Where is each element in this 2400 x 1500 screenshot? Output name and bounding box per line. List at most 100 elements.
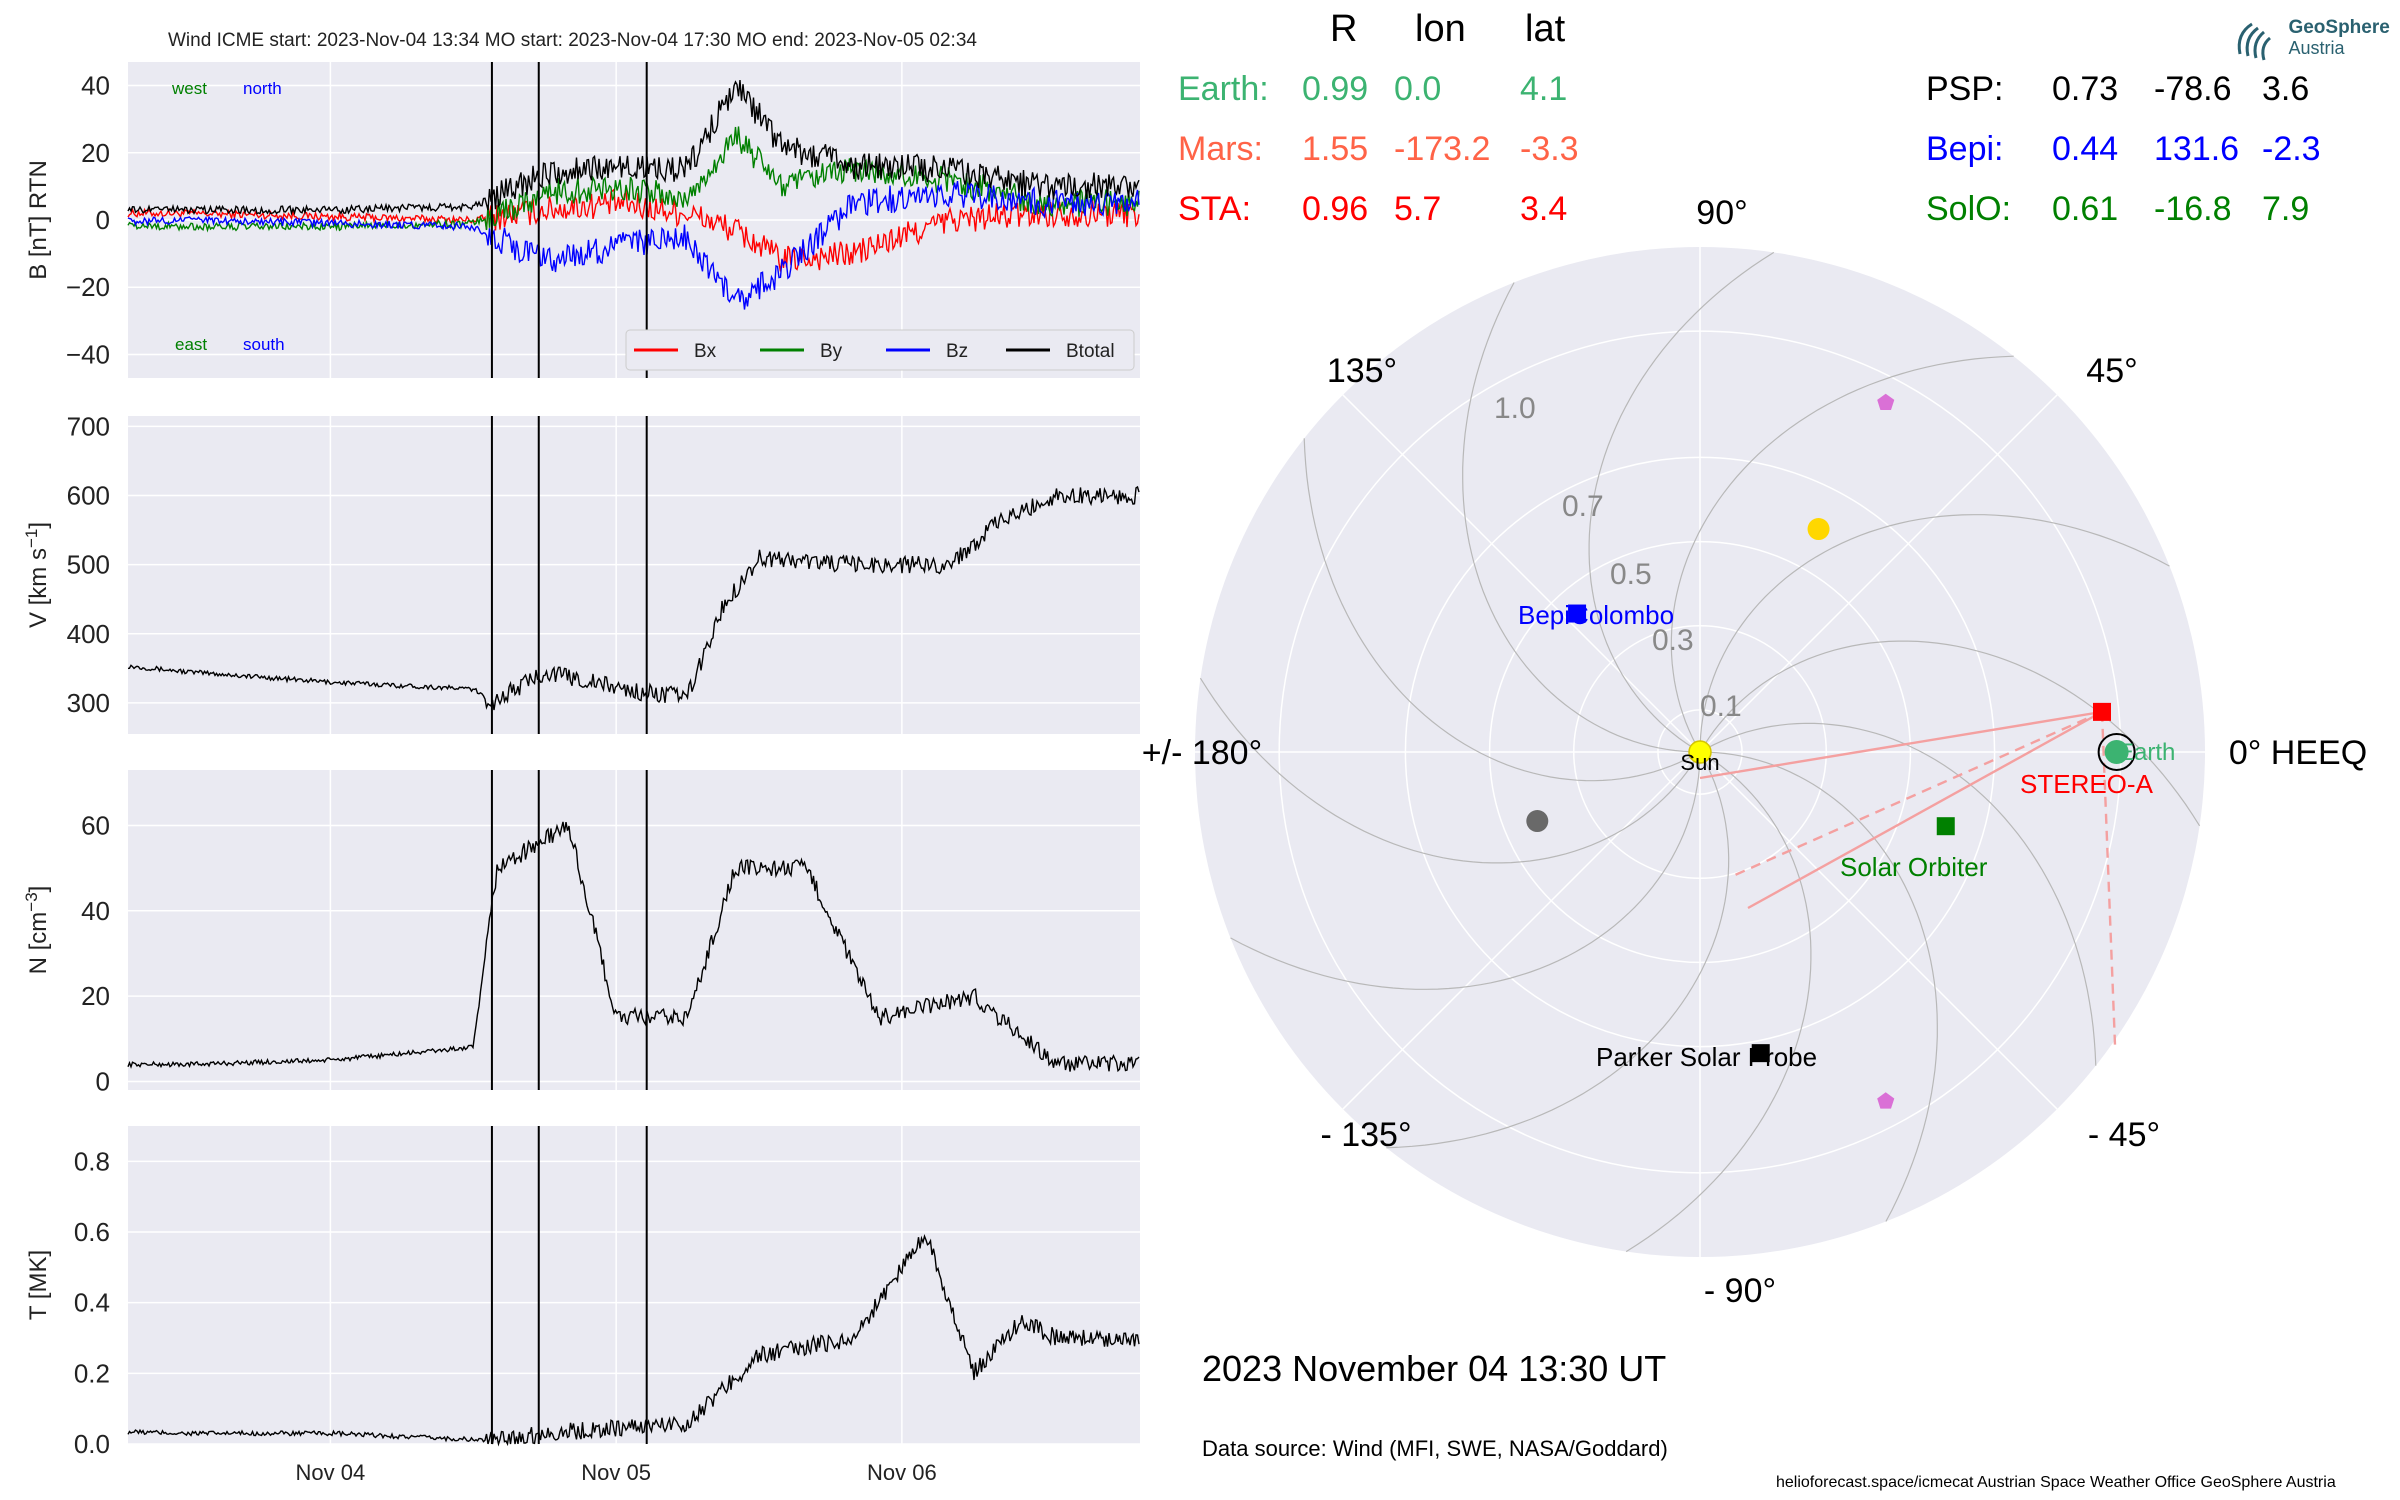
x-tick-label: Nov 05 [581, 1460, 651, 1485]
parker-spiral-line [1303, 438, 1701, 782]
table-left-name: Earth: [1178, 70, 1269, 108]
parker-spiral-line [1699, 514, 2170, 753]
series-line-data [127, 1234, 1140, 1447]
series-line-by [127, 126, 1140, 233]
unlabeled-marker [1526, 810, 1549, 833]
radial-tick-label: 0.1 [1700, 690, 1742, 723]
bepicolombo-label: BepiColombo [1518, 600, 1674, 630]
polar-background [1195, 247, 2205, 1257]
angular-grid-line [1699, 394, 2058, 753]
radial-tick-label: 0.3 [1652, 624, 1694, 657]
table-right-lat: -2.3 [2262, 130, 2321, 168]
table-left-r: 0.99 [1302, 70, 1369, 108]
series-line-bz [127, 180, 1140, 310]
y-tick-label: 0.4 [74, 1288, 110, 1318]
table-right-r: 0.61 [2052, 190, 2119, 228]
annotation-north: north [243, 79, 282, 98]
parker-spiral-line [1625, 751, 1812, 1253]
y-tick-label: 700 [67, 411, 110, 441]
y-tick-label: 400 [67, 619, 110, 649]
y-tick-label: 20 [81, 138, 110, 168]
y-tick-label: 300 [67, 688, 110, 718]
panel-background [128, 1126, 1140, 1444]
earth-ring [2097, 733, 2136, 771]
logo-line1: GeoSphere [2288, 17, 2390, 38]
parker-solar-probe-marker [1751, 1044, 1770, 1063]
y-tick-label: −20 [66, 272, 110, 302]
y-tick-label: 0.8 [74, 1146, 110, 1176]
parker-spiral-line [1699, 751, 1938, 1222]
angle-label: - 45° [2088, 1116, 2160, 1154]
angle-label: - 135° [1320, 1116, 1411, 1154]
table-right-name: PSP: [1926, 70, 2004, 108]
panel-background [128, 416, 1140, 734]
legend-entry: Bz [946, 341, 968, 362]
parker-spiral-line [1199, 677, 1701, 864]
table-right-lon: -16.8 [2154, 190, 2232, 228]
logo-line2: Austria [2288, 38, 2345, 58]
radial-grid-ring [1657, 709, 1743, 795]
date-label: 2023 November 04 13:30 UT [1202, 1348, 1667, 1389]
y-tick-label: 20 [81, 981, 110, 1011]
radial-tick-label: 0.5 [1610, 558, 1652, 591]
angle-label: - 90° [1704, 1272, 1776, 1310]
panel-3: 0.0 0.2 0.4 0.6 0.8 Nov 04 Nov 05 Nov 06 T [MK] [25, 1126, 1140, 1485]
legend-entry: By [820, 341, 843, 362]
data-source: Data source: Wind (MFI, SWE, NASA/Goddar… [1202, 1436, 1668, 1461]
solar-orbiter-marker [1936, 817, 1955, 836]
unlabeled-marker [1807, 518, 1830, 541]
table-right-lat: 3.6 [2262, 70, 2310, 108]
connection-line [1747, 710, 2103, 910]
chart-header-title: Wind ICME start: 2023-Nov-04 13:34 MO st… [168, 30, 977, 51]
y-tick-label: 0.6 [74, 1217, 110, 1247]
angular-grid-line [1342, 751, 1701, 1110]
stereo-label: STEREO-A [2020, 769, 2154, 799]
parker-spiral-line [1670, 355, 2014, 753]
table-left-lon: 0.0 [1394, 70, 1442, 108]
y-tick-label: 40 [81, 71, 110, 101]
annotation-south: south [243, 335, 285, 354]
table-header-lon: lon [1415, 8, 1466, 50]
y-axis-label: B [nT] RTN [25, 160, 52, 280]
series-line-data [127, 485, 1140, 711]
y-tick-label: 0.0 [74, 1429, 110, 1459]
radial-tick-label: 1.0 [1494, 392, 1536, 425]
panel-background [128, 770, 1140, 1090]
radial-grid-ring [1488, 540, 1912, 964]
table-right-name: Bepi: [1926, 130, 2004, 168]
footer-credits: helioforecast.space/icmecat Austrian Spa… [1776, 1474, 2336, 1491]
x-tick-label: Nov 06 [867, 1460, 937, 1485]
table-left-name: Mars: [1178, 130, 1263, 168]
parker-spiral-line [1699, 722, 2097, 1066]
sun-marker [1689, 741, 1711, 763]
y-tick-label: 60 [81, 810, 110, 840]
solar-orbiter-label: Solar Orbiter [1840, 852, 1988, 882]
parker-spiral-line [1588, 251, 1775, 753]
table-left-lat: 3.4 [1520, 190, 1568, 228]
y-tick-label: 0 [96, 205, 110, 235]
panel-0: −40 −20 0 20 40 B [nT] RTN west north east south B… [25, 62, 1140, 378]
y-tick-label: 600 [67, 481, 110, 511]
table-right-lon: 131.6 [2154, 130, 2240, 168]
annotation-east: east [175, 335, 207, 354]
legend-box [625, 329, 1135, 371]
angle-label: 90° [1696, 194, 1747, 232]
angle-label: 0° HEEQ [2229, 734, 2367, 772]
parker-spiral-line [1386, 751, 1730, 1149]
table-right-name: SolO: [1926, 190, 2012, 228]
connection-line [1734, 710, 2103, 877]
table-left-name: STA: [1178, 190, 1252, 228]
series-line-btotal [127, 80, 1140, 216]
x-tick-label: Nov 04 [296, 1460, 366, 1485]
table-header-lat: lat [1525, 8, 1566, 50]
series-line-bx [127, 187, 1140, 272]
angle-label: 45° [2086, 352, 2137, 390]
legend-entry: Btotal [1066, 341, 1115, 362]
geosphere-logo-icon [2237, 22, 2271, 61]
y-tick-label: 0 [96, 1066, 110, 1096]
y-tick-label: 0.2 [74, 1358, 110, 1388]
timeseries-plots: −40 −20 0 20 40 B [nT] RTN west north east south B… [22, 62, 1140, 1485]
parker-spiral-line [1462, 282, 1701, 753]
stereo-a-marker [2093, 702, 2112, 721]
radial-grid-ring [1573, 625, 1827, 879]
